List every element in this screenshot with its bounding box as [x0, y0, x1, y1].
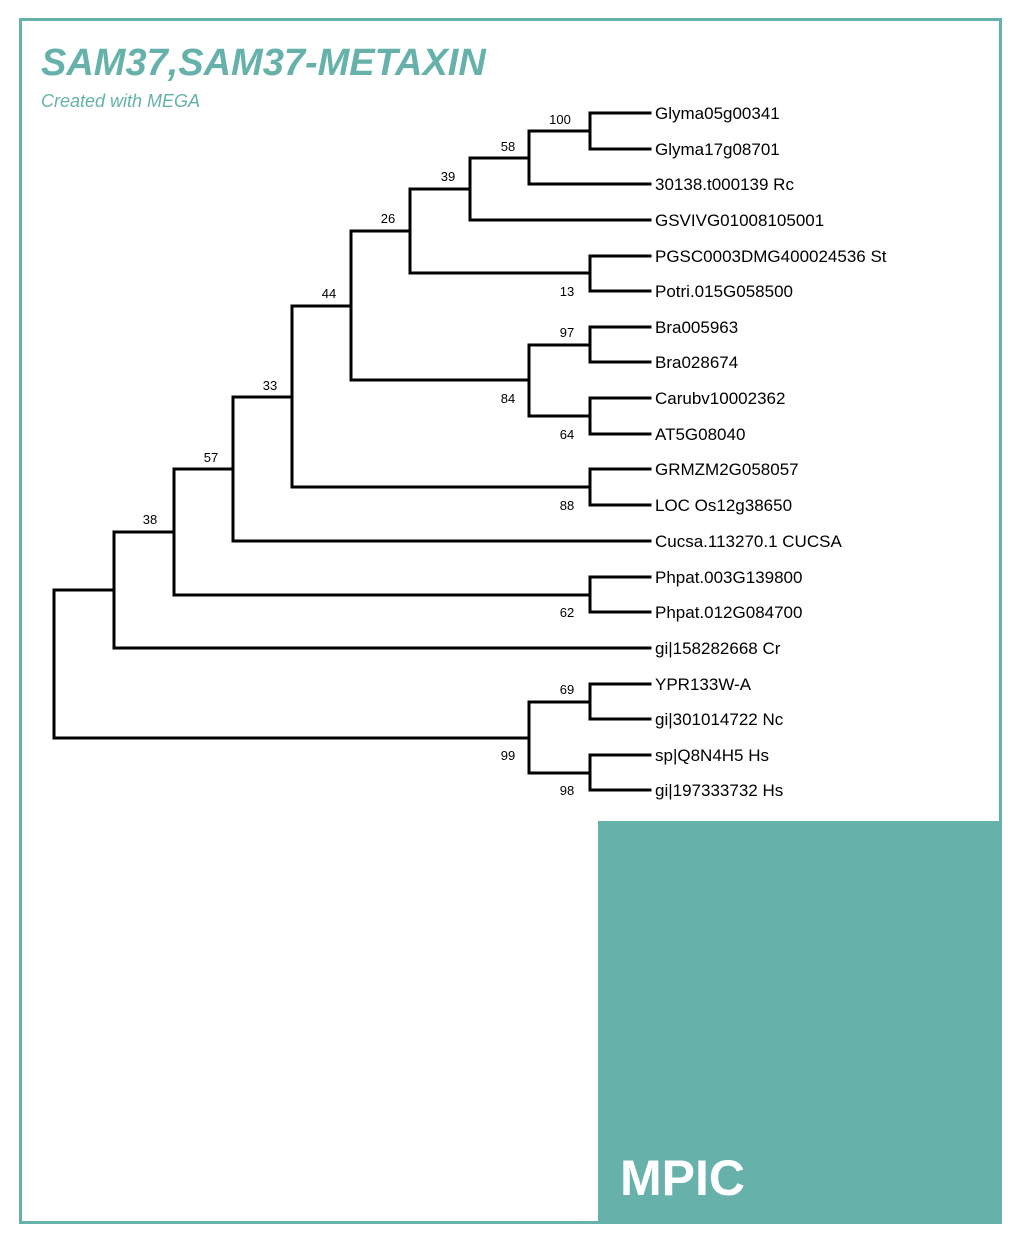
leaf-label: Cucsa.113270.1 CUCSA	[655, 532, 842, 551]
branch-node69	[588, 682, 652, 721]
branch-node26	[349, 229, 531, 382]
branch-node84	[527, 343, 592, 418]
leaf-label: sp|Q8N4H5 Hs	[655, 746, 769, 765]
branch-node62	[588, 575, 652, 614]
support-value: 38	[143, 512, 157, 527]
leaf-labels: Glyma05g00341 Glyma17g08701 30138.t00013…	[655, 104, 887, 800]
support-value: 39	[441, 169, 455, 184]
leaf-label: GSVIVG01008105001	[655, 211, 824, 230]
support-values: 100 58 39 26 13 44 97 84 64 33 88 57 38 …	[143, 112, 574, 798]
leaf-label: GRMZM2G058057	[655, 460, 799, 479]
figure-subtitle: Created with MEGA	[41, 91, 201, 111]
support-value: 69	[560, 682, 574, 697]
leaf-label: PGSC0003DMG400024536 St	[655, 247, 887, 266]
support-value: 98	[560, 783, 574, 798]
support-value: 33	[263, 378, 277, 393]
support-value: 57	[204, 450, 218, 465]
leaf-label: YPR133W-A	[655, 675, 752, 694]
leaf-label: gi|197333732 Hs	[655, 781, 783, 800]
branch-node98	[588, 753, 652, 792]
leaf-label: Potri.015G058500	[655, 282, 793, 301]
support-value: 44	[322, 286, 336, 301]
figure-frame	[19, 18, 1002, 1224]
branch-root	[52, 588, 531, 740]
branch-node58	[468, 156, 652, 222]
branch-node57	[172, 467, 592, 597]
support-value: 58	[501, 139, 515, 154]
leaf-label: Glyma17g08701	[655, 140, 780, 159]
leaf-label: 30138.t000139 Rc	[655, 175, 794, 194]
support-value: 64	[560, 427, 574, 442]
leaf-label: AT5G08040	[655, 425, 745, 444]
support-value: 99	[501, 748, 515, 763]
figure-title: SAM37,SAM37-METAXIN	[41, 42, 486, 84]
branch-node88	[588, 467, 652, 507]
leaf-label: gi|301014722 Nc	[655, 710, 784, 729]
branch-node33	[231, 395, 652, 543]
support-value: 88	[560, 498, 574, 513]
branch-node100	[527, 129, 652, 186]
leaf-label: Bra028674	[655, 353, 738, 372]
branch-node64	[588, 396, 652, 436]
branch-node39	[408, 187, 592, 275]
leaf-label: Phpat.003G139800	[655, 568, 802, 587]
leaf-label: gi|158282668 Cr	[655, 639, 781, 658]
mpic-logo-block: MPIC	[598, 821, 999, 1221]
leaf-label: Bra005963	[655, 318, 738, 337]
leaf-label: Carubv10002362	[655, 389, 785, 408]
mpic-logo-text: MPIC	[620, 1150, 745, 1206]
support-value: 26	[381, 211, 395, 226]
leaf-label: Phpat.012G084700	[655, 603, 802, 622]
branch-node97	[588, 325, 652, 364]
support-value: 13	[560, 284, 574, 299]
tree-branches	[52, 111, 652, 792]
leaf-label: Glyma05g00341	[655, 104, 780, 123]
support-value: 84	[501, 391, 515, 406]
support-value: 100	[549, 112, 571, 127]
leaf-label: LOC Os12g38650	[655, 496, 792, 515]
branch-node99	[527, 700, 592, 775]
branch-node13	[588, 254, 652, 293]
branch-node44	[290, 304, 592, 489]
branch-node38	[112, 530, 652, 650]
support-value: 62	[560, 605, 574, 620]
branch-glyma-pair	[588, 111, 652, 151]
support-value: 97	[560, 325, 574, 340]
